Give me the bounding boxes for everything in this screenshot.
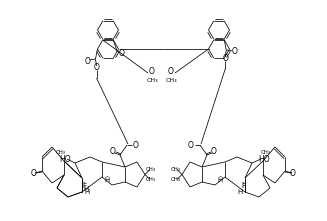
Text: H: H [83,186,89,192]
Text: O: O [231,48,237,56]
Text: O: O [168,67,174,76]
Text: O: O [222,54,228,63]
Text: H: H [84,189,90,195]
Text: F̄: F̄ [82,183,86,189]
Text: H̄: H̄ [104,177,110,183]
Text: H: H [237,189,243,195]
Text: CH₃: CH₃ [261,151,271,156]
Text: H̄: H̄ [217,177,223,183]
Text: O: O [290,168,296,177]
Text: CH₃: CH₃ [56,151,66,156]
Text: O: O [211,147,217,156]
Text: O: O [133,141,139,149]
Text: CH₃: CH₃ [146,177,156,182]
Text: O: O [118,50,124,58]
Text: O: O [149,67,155,76]
Text: CH₃: CH₃ [171,167,181,172]
Text: O: O [31,168,37,177]
Text: CH₃: CH₃ [146,78,158,82]
Text: O: O [188,141,194,149]
Text: CH₃: CH₃ [146,167,156,172]
Text: CH₃: CH₃ [171,177,181,182]
Text: F̄: F̄ [241,183,245,189]
Text: HO: HO [59,156,71,164]
Text: O: O [85,57,91,65]
Text: HO: HO [258,156,270,164]
Text: CH₃: CH₃ [165,78,177,82]
Text: O: O [94,63,99,72]
Text: O: O [110,147,116,156]
